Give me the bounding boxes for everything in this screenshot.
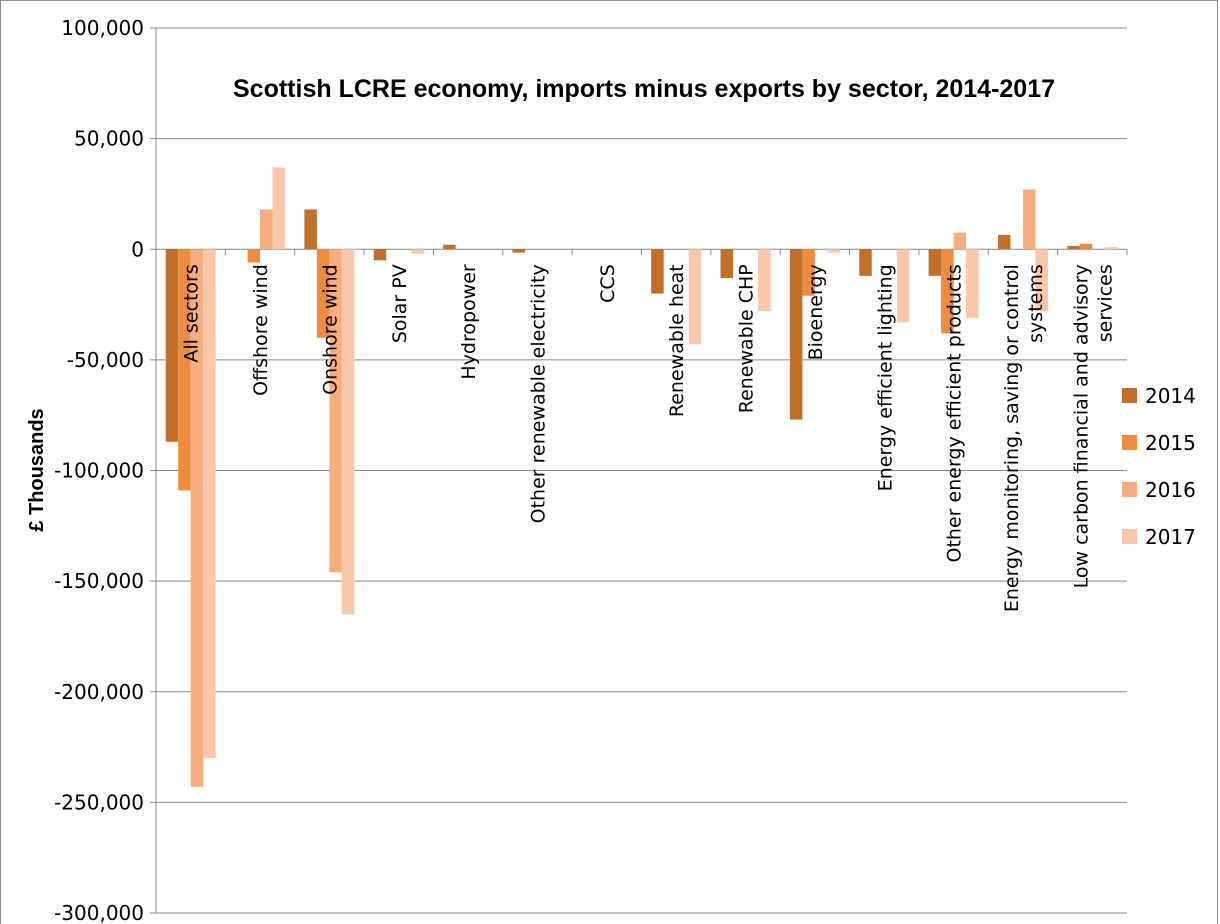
bar-2015-11 [941,249,954,334]
bar-2014-10 [859,249,872,276]
y-tick-label: 0 [131,237,144,261]
y-tick-label: 50,000 [74,127,144,151]
bar-2015-9 [802,249,815,296]
category-label: Low carbon financial and advisory [1070,264,1092,588]
bar-2017-10 [896,249,910,323]
category-label: Renewable CHP [736,264,758,413]
bar-2015-2 [316,249,330,338]
y-tick-label: -300,000 [54,901,144,924]
bar-2016-1 [260,209,273,250]
category-label: Energy monitoring, saving or control [1001,264,1023,612]
bar-2014-9 [789,249,803,420]
bar-2014-11 [928,249,942,276]
bar-2017-1 [272,167,286,250]
category-label: Other renewable electricity [528,264,550,523]
bar-2014-13 [1067,245,1080,250]
y-axis-label: £ Thousands [26,408,48,531]
legend-label: 2015 [1145,431,1196,455]
bar-2017-13 [1104,247,1118,250]
bar-2014-4 [443,244,456,250]
y-tick-label: -200,000 [54,680,144,704]
category-label: CCS [597,264,619,303]
bar-2017-11 [966,249,979,318]
category-label: Energy efficient lighting [874,264,896,491]
category-label: systems [1025,264,1047,343]
y-tick-label: 100,000 [61,16,144,40]
bar-2016-12 [1022,189,1036,250]
bar-2017-7 [688,249,702,345]
bar-2014-3 [373,249,387,261]
legend-swatch-2015 [1122,435,1137,450]
category-label: Solar PV [389,264,411,343]
bar-2017-8 [758,249,771,312]
gridlines [150,27,1128,914]
bar-2015-1 [247,249,261,263]
legend-label: 2014 [1145,384,1196,408]
chart-title: Scottish LCRE economy, imports minus exp… [233,75,1055,103]
y-axis: 100,000 50,000 0 -50,000 -100,000 -150,000 -20… [54,16,144,924]
bar-2014-5 [512,249,525,253]
bar-2015-13 [1079,243,1093,250]
category-label: Onshore wind [319,264,341,395]
category-label: Hydropower [458,264,480,380]
category-label: Bioenergy [805,264,827,360]
bar-2017-3 [411,249,424,254]
bar-2017-2 [341,249,355,615]
bar-2015-0 [178,249,191,491]
bar-2016-2 [329,249,342,573]
y-tick-label: -150,000 [54,569,144,593]
bar-2014-0 [165,249,179,442]
bar-2014-7 [651,249,664,294]
category-label: services [1094,264,1116,342]
bar-2016-0 [190,249,204,787]
legend-label: 2017 [1145,525,1196,549]
legend-swatch-2017 [1122,529,1137,544]
legend-swatch-2016 [1122,482,1137,497]
bar-2014-2 [304,209,317,250]
bar-2016-11 [953,232,967,250]
bar-2014-12 [997,234,1011,250]
category-label: All sectors [181,264,203,362]
bar-2017-12 [1035,249,1048,312]
category-label: Renewable heat [666,264,688,417]
bar-2017-9 [827,249,840,253]
legend-label: 2016 [1145,478,1196,502]
bars [165,167,1118,787]
y-tick-label: -250,000 [54,790,144,814]
category-labels: All sectors Offshore wind Onshore wind Sola… [181,264,1117,612]
y-tick-label: -100,000 [54,459,144,483]
y-tick-label: -50,000 [67,348,144,372]
category-label: Other energy efficient products [944,264,966,562]
legend-swatch-2014 [1122,388,1137,403]
category-label: Offshore wind [250,264,272,396]
bar-2014-8 [720,249,734,279]
legend: 2014 2015 2016 2017 [1122,384,1196,549]
bar-2017-0 [203,249,216,759]
